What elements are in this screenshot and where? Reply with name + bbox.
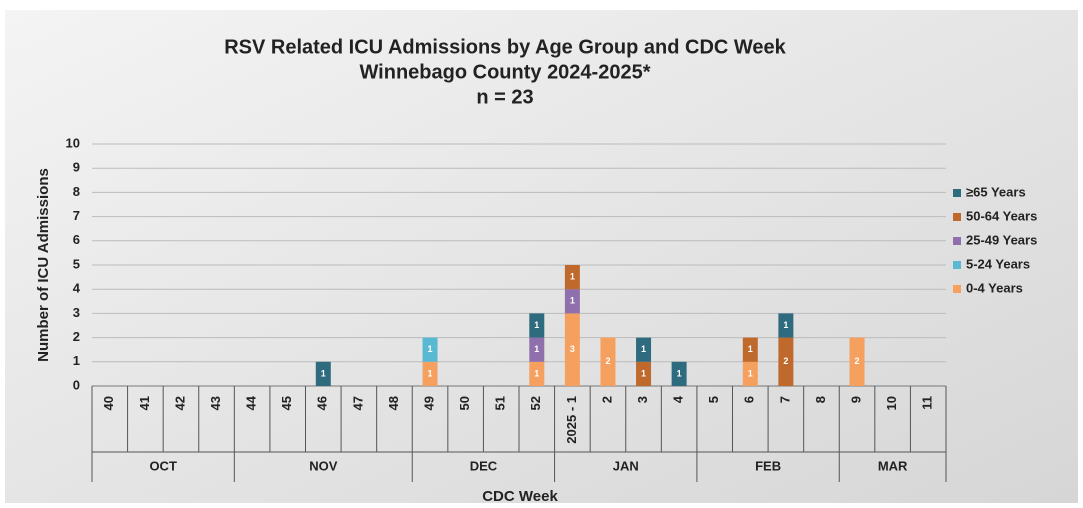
data-label: 1	[428, 344, 433, 354]
legend-swatch	[953, 213, 961, 221]
legend-swatch	[953, 261, 961, 269]
month-label: NOV	[309, 458, 338, 473]
x-tick-label: 52	[528, 396, 543, 410]
legend-label: 25-49 Years	[966, 232, 1037, 247]
data-label: 1	[641, 368, 646, 378]
data-label: 1	[748, 344, 753, 354]
x-axis-title: CDC Week	[482, 488, 558, 505]
x-tick-label: 43	[208, 396, 223, 410]
data-label: 1	[783, 320, 788, 330]
x-tick-label: 42	[172, 396, 187, 410]
x-tick-label: 41	[137, 396, 152, 410]
month-label: DEC	[470, 458, 498, 473]
bar-segment	[564, 313, 580, 386]
x-tick-label: 9	[848, 396, 863, 403]
x-tick-label: 8	[813, 396, 828, 403]
background	[5, 10, 1078, 503]
data-label: 2	[855, 356, 860, 366]
data-label: 1	[428, 368, 433, 378]
bar-segment	[529, 361, 545, 386]
x-tick-label: 40	[101, 396, 116, 410]
x-tick-label: 7	[777, 396, 792, 403]
data-label: 3	[570, 344, 575, 354]
x-tick-label: 4	[671, 395, 686, 403]
y-tick-label: 2	[73, 329, 80, 344]
chart-subtitle: Winnebago County 2024-2025*	[359, 61, 650, 83]
x-tick-label: 46	[315, 396, 330, 410]
month-label: FEB	[755, 458, 781, 473]
data-label: 1	[534, 368, 539, 378]
x-tick-label: 44	[244, 395, 259, 410]
y-tick-label: 10	[66, 135, 80, 150]
y-tick-label: 3	[73, 305, 80, 320]
data-label: 2	[783, 356, 788, 366]
bar-segment	[636, 361, 652, 386]
data-label: 1	[570, 271, 575, 281]
y-tick-label: 0	[73, 377, 80, 392]
x-tick-label: 49	[421, 396, 436, 410]
bar-segment	[422, 337, 438, 362]
bar-segment	[742, 337, 758, 362]
x-tick-label: 50	[457, 396, 472, 410]
data-label: 1	[641, 344, 646, 354]
bar-segment	[636, 337, 652, 362]
x-tick-label: 10	[884, 396, 899, 410]
bar-segment	[742, 361, 758, 386]
x-tick-label: 48	[386, 396, 401, 410]
y-tick-label: 8	[73, 184, 80, 199]
x-tick-label: 51	[493, 396, 508, 410]
x-tick-label: 2025 - 1	[564, 396, 579, 444]
data-label: 1	[321, 368, 326, 378]
chart-title: RSV Related ICU Admissions by Age Group …	[224, 36, 786, 58]
legend-label: 0-4 Years	[966, 280, 1023, 295]
legend-swatch	[953, 237, 961, 245]
legend-label: 50-64 Years	[966, 208, 1037, 223]
month-label: OCT	[149, 458, 177, 473]
x-tick-label: 3	[635, 396, 650, 403]
x-tick-label: 6	[742, 396, 757, 403]
month-label: JAN	[613, 458, 639, 473]
bar-segment	[671, 361, 687, 386]
bar-segment	[529, 313, 545, 338]
y-tick-label: 1	[73, 353, 80, 368]
legend-swatch	[953, 285, 961, 293]
legend-label: 5-24 Years	[966, 256, 1030, 271]
data-label: 1	[677, 368, 682, 378]
x-tick-label: 11	[920, 396, 935, 410]
y-tick-label: 7	[73, 208, 80, 223]
data-label: 2	[605, 356, 610, 366]
data-label: 1	[534, 320, 539, 330]
x-tick-label: 5	[706, 396, 721, 403]
y-tick-label: 6	[73, 232, 80, 247]
bar-segment	[600, 337, 616, 386]
y-tick-label: 4	[73, 281, 81, 296]
bar-segment	[422, 361, 438, 386]
y-tick-label: 5	[73, 256, 80, 271]
month-label: MAR	[878, 458, 908, 473]
bar-segment	[849, 337, 865, 386]
data-label: 1	[748, 368, 753, 378]
data-label: 1	[570, 296, 575, 306]
chart-note: n = 23	[476, 86, 533, 108]
bar-segment	[564, 289, 580, 314]
y-tick-label: 9	[73, 160, 80, 175]
x-tick-label: 47	[350, 396, 365, 410]
bar-segment	[778, 337, 794, 386]
x-tick-label: 2	[599, 396, 614, 403]
y-axis-title: Number of ICU Admissions	[35, 168, 52, 362]
legend-swatch	[953, 189, 961, 197]
bar-segment	[564, 265, 580, 290]
x-tick-label: 45	[279, 396, 294, 410]
data-label: 1	[534, 344, 539, 354]
bar-segment	[529, 337, 545, 362]
bar-segment	[315, 361, 331, 386]
bar-segment	[778, 313, 794, 338]
legend-label: ≥65 Years	[966, 184, 1026, 199]
